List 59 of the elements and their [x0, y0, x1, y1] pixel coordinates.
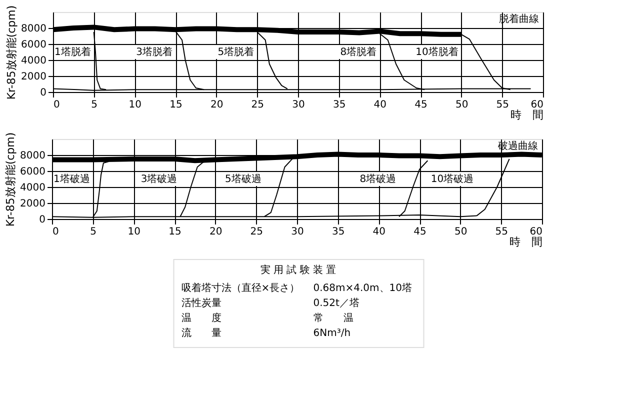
x-tick-label: 60	[530, 226, 542, 238]
text: 実 用 試 験 装 置	[260, 264, 336, 276]
x-tick-label: 30	[292, 100, 305, 110]
y-tick-label: 6000	[21, 40, 46, 50]
x-tick-label: 55	[496, 100, 510, 110]
x-tick-label: 50	[454, 226, 468, 238]
x-tick-label: 40	[374, 100, 387, 110]
x-tick-label: 30	[291, 226, 304, 238]
x-tick-label: 45	[414, 226, 426, 238]
annotation: 1塔破過	[53, 173, 90, 185]
x-tick-label: 10	[128, 226, 141, 238]
y-tick-label: 4000	[21, 56, 46, 66]
y-tick-label: 0	[40, 88, 46, 98]
x-tick-label: 20	[209, 226, 222, 238]
annotation: 5塔脱着	[218, 46, 254, 58]
x-tick-label: 0	[54, 100, 60, 110]
y-axis-title: Kr-85放射能(cpm)	[5, 5, 18, 100]
annotation: 8塔破過	[360, 173, 396, 185]
x-tick-label: 25	[250, 226, 264, 238]
text: 常 温	[313, 312, 354, 324]
y-tick-label: 8000	[20, 150, 46, 162]
y-tick-label: 2000	[20, 198, 46, 210]
x-tick-label: 0	[52, 226, 59, 238]
x-tick-label: 15	[170, 100, 182, 110]
x-tick-label: 45	[414, 100, 428, 110]
x-axis-title: 時 間	[510, 236, 542, 248]
x-tick-label: 60	[530, 100, 544, 110]
text: 0.68m×4.0m、10塔	[313, 282, 412, 294]
x-tick-label: 50	[455, 100, 468, 110]
text: 活性炭量	[181, 297, 222, 309]
annotation: 5塔破過	[224, 173, 262, 185]
x-tick-label: 20	[210, 100, 224, 110]
annotation: 10塔破過	[430, 173, 474, 185]
text: 0.52t／塔	[313, 297, 360, 309]
x-tick-label: 25	[251, 100, 264, 110]
y-tick-label: 0	[39, 214, 46, 226]
y-axis-title: Kr-85放射能(cpm)	[4, 132, 18, 227]
text: 流 量	[181, 327, 222, 339]
x-tick-label: 35	[332, 100, 346, 110]
y-tick-label: 8000	[21, 24, 46, 34]
annotation: 3塔脱着	[136, 46, 172, 58]
text: 吸着塔寸法（直径×長さ）	[181, 282, 300, 294]
y-tick-label: 2000	[21, 72, 46, 82]
annotation: 3塔破過	[140, 173, 178, 185]
annotation: 8塔脱着	[340, 46, 377, 58]
text: 温 度	[181, 312, 222, 324]
x-axis-title: 時 間	[510, 108, 544, 122]
x-tick-label: 5	[91, 100, 98, 110]
x-tick-label: 5	[90, 226, 97, 238]
text: 6Nm³/h	[313, 328, 351, 339]
x-tick-label: 55	[495, 226, 508, 238]
y-tick-label: 6000	[20, 166, 46, 178]
y-tick-label: 4000	[20, 182, 46, 194]
x-tick-label: 40	[372, 226, 386, 238]
x-tick-label: 10	[128, 100, 142, 110]
annotation: 10塔脱着	[416, 46, 458, 58]
x-tick-label: 15	[168, 226, 182, 238]
x-tick-label: 35	[332, 226, 345, 238]
annotation: 1塔脱着	[54, 46, 91, 58]
